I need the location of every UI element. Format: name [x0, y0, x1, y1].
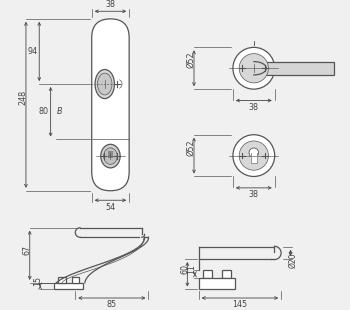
- Bar: [58, 277, 66, 283]
- Ellipse shape: [95, 69, 114, 99]
- Bar: [55, 283, 83, 290]
- Bar: [251, 153, 257, 163]
- Text: 67: 67: [23, 245, 32, 255]
- Circle shape: [249, 148, 259, 157]
- Text: 60: 60: [181, 264, 189, 274]
- Text: 11: 11: [188, 264, 197, 274]
- Text: Ø52: Ø52: [187, 139, 196, 156]
- Text: 94: 94: [27, 47, 37, 56]
- Ellipse shape: [101, 144, 120, 168]
- Text: 15: 15: [33, 276, 42, 286]
- Text: 38: 38: [105, 0, 116, 9]
- Bar: [203, 270, 212, 278]
- Text: 248: 248: [19, 90, 28, 105]
- Text: Ø20: Ø20: [289, 253, 298, 268]
- Bar: [199, 278, 235, 290]
- Text: 145: 145: [232, 300, 247, 309]
- Ellipse shape: [104, 148, 117, 164]
- Bar: [222, 270, 231, 278]
- FancyBboxPatch shape: [92, 19, 129, 191]
- Circle shape: [239, 141, 268, 170]
- Circle shape: [239, 54, 268, 83]
- Text: 85: 85: [107, 300, 117, 309]
- Circle shape: [233, 47, 275, 89]
- Bar: [71, 277, 79, 283]
- Bar: [266, 62, 335, 75]
- Text: Ø52: Ø52: [187, 52, 196, 68]
- Text: 38: 38: [249, 190, 259, 199]
- Ellipse shape: [97, 73, 112, 95]
- Bar: [108, 151, 113, 158]
- Text: 38: 38: [249, 103, 259, 112]
- Text: B: B: [57, 107, 63, 116]
- Text: 54: 54: [105, 203, 116, 212]
- Circle shape: [233, 135, 275, 176]
- Text: 80: 80: [39, 107, 49, 116]
